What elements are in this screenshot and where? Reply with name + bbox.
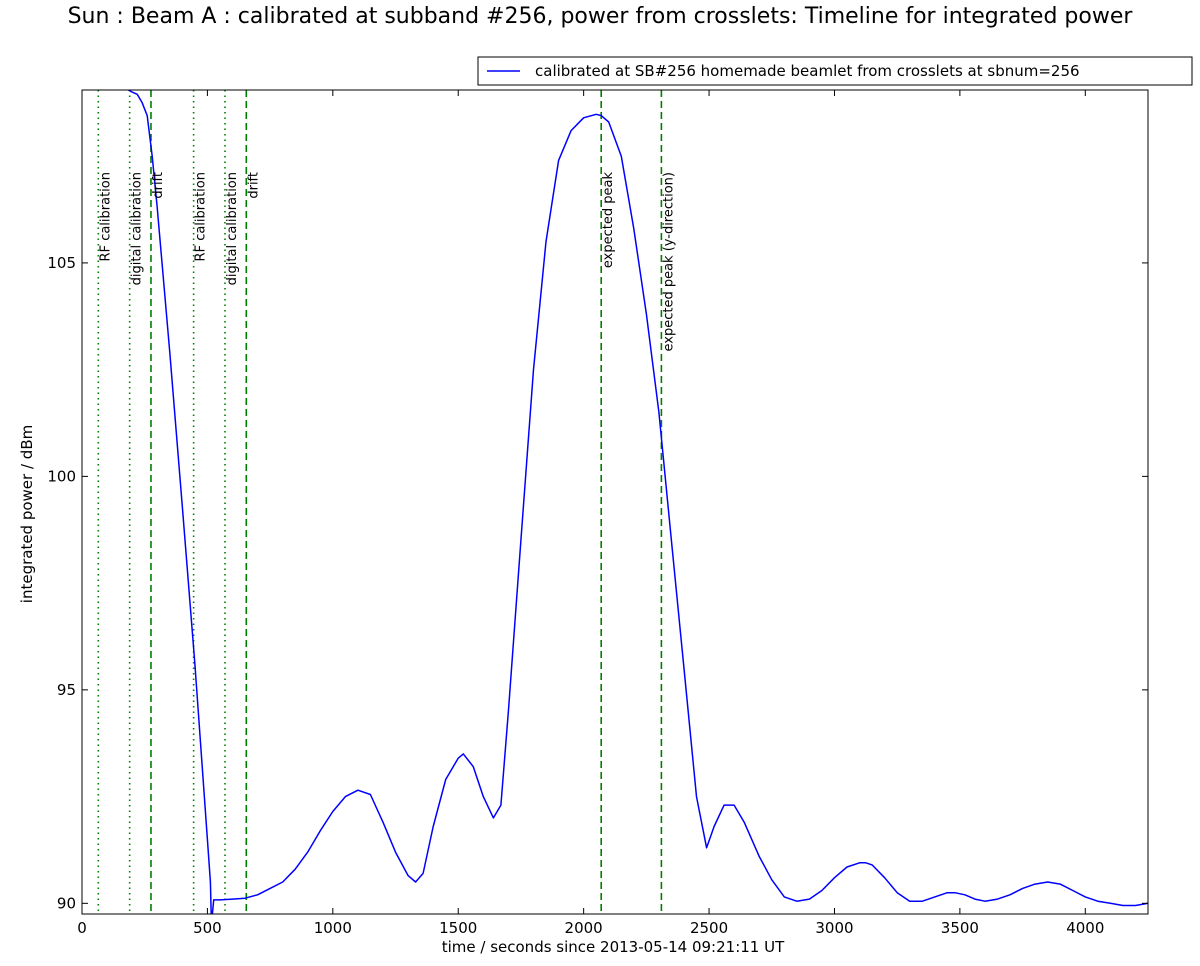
x-tick-label: 4000 [1066, 919, 1104, 937]
marker-label-3: RF calibration [194, 172, 209, 261]
x-tick-label: 1500 [439, 919, 477, 937]
marker-label-0: RF calibration [98, 172, 113, 261]
y-tick-label: 95 [57, 681, 76, 699]
marker-label-2: drift [151, 172, 166, 199]
plot-frame [81, 89, 1149, 915]
y-axis-label: integrated power / dBm [18, 425, 36, 603]
series-line-0 [128, 90, 1148, 914]
chart-title: Sun : Beam A : calibrated at subband #25… [67, 4, 1133, 29]
x-tick-label: 1000 [314, 919, 352, 937]
legend-box [477, 56, 1193, 86]
marker-label-6: expected peak [601, 172, 616, 269]
x-tick-label: 3500 [941, 919, 979, 937]
y-tick-label: 100 [47, 467, 76, 485]
marker-lines [97, 90, 663, 914]
x-tick-label: 2000 [565, 919, 603, 937]
marker-label-4: digital calibration [225, 172, 240, 285]
x-axis-label: time / seconds since 2013-05-14 09:21:11… [442, 938, 785, 956]
y-tick-label: 105 [47, 254, 76, 272]
marker-label-1: digital calibration [130, 172, 145, 285]
x-tick-label: 2500 [690, 919, 728, 937]
y-tick-label: 90 [57, 894, 76, 912]
axis-ticks: RF calibration digital calibration drift RF… [47, 90, 1148, 937]
x-tick-label: 0 [77, 919, 87, 937]
x-tick-label: 500 [193, 919, 222, 937]
marker-label-7: expected peak (y-direction) [661, 172, 676, 352]
x-tick-label: 3000 [815, 919, 853, 937]
legend: calibrated at SB#256 homemade beamlet fr… [477, 56, 1193, 86]
series-layer [128, 90, 1148, 914]
marker-label-5: drift [246, 172, 261, 199]
legend-label: calibrated at SB#256 homemade beamlet fr… [535, 62, 1080, 80]
